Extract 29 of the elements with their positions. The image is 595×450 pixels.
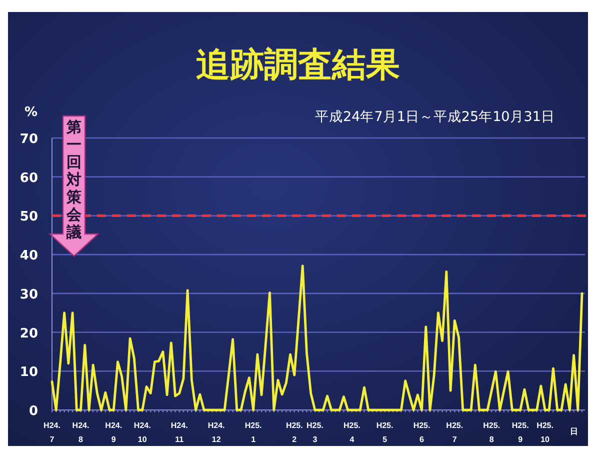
x-tick-label: H25.7	[446, 421, 464, 444]
x-tick-label: H25.10	[536, 421, 554, 444]
y-axis-title: %	[24, 105, 38, 120]
x-tick-label: H25.6	[413, 421, 430, 444]
x-tick-label: H25.3	[306, 421, 324, 444]
x-tick-label: H24.11	[170, 421, 188, 444]
y-tick-label: 40	[20, 248, 38, 264]
y-tick-label: 50	[20, 210, 38, 225]
x-tick-label: H24.9	[105, 421, 122, 444]
x-tick-label: H25.9	[512, 421, 529, 444]
y-tick-label: 30	[20, 287, 38, 302]
x-tick-label: 日	[570, 427, 578, 436]
x-tick-label: H24.12	[208, 421, 225, 444]
annotation: 第一回対策会議	[66, 118, 82, 241]
x-tick-label: H25.2	[286, 421, 303, 444]
y-tick-label: 10	[20, 365, 38, 380]
x-tick-label: H24.8	[72, 421, 90, 444]
y-tick-label: 70	[20, 132, 38, 147]
x-tick-label: H25.4	[343, 421, 360, 444]
x-tick-label: H24.10	[134, 421, 151, 444]
x-tick-label: H24.7	[44, 421, 60, 444]
y-tick-label: 0	[28, 404, 38, 419]
y-tick-label: 60	[20, 170, 38, 186]
chart-subtitle: 平成24年7月1日～平成25年10月31日	[315, 109, 555, 125]
x-tick-label: H25.5	[376, 421, 394, 444]
y-tick-label: 20	[20, 326, 38, 342]
chart-title: 追跡調査結果	[196, 45, 400, 85]
x-tick-label: H25.8	[483, 421, 500, 444]
x-tick-label: H25.1	[244, 421, 262, 444]
